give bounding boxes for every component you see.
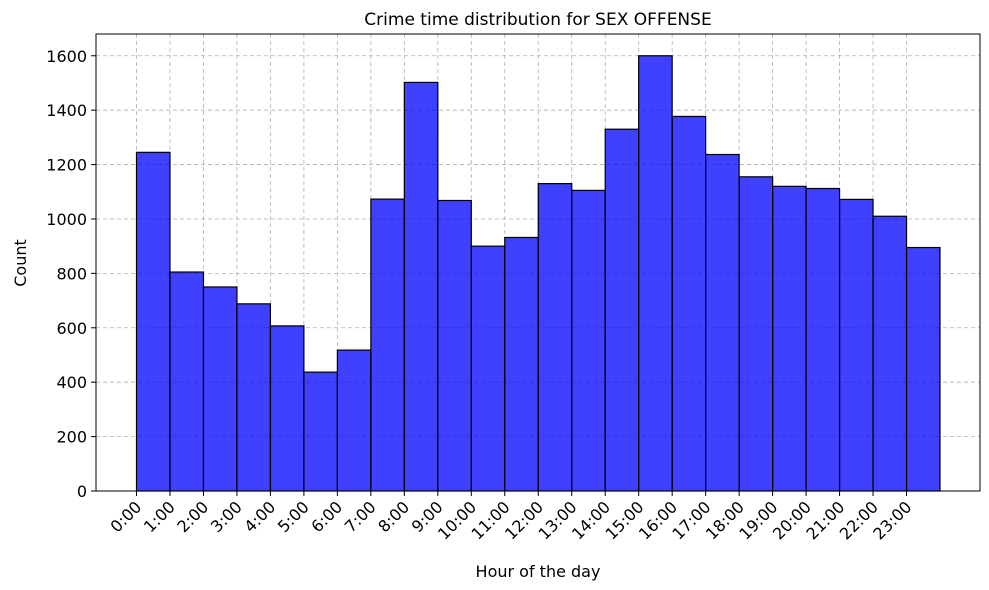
histogram-bar bbox=[604, 128, 640, 492]
histogram-bar bbox=[437, 199, 472, 492]
y-tick-label: 800 bbox=[56, 264, 87, 283]
histogram-bar bbox=[202, 286, 238, 492]
histogram-bar bbox=[537, 183, 573, 492]
x-tick-label: 2:00 bbox=[173, 497, 212, 536]
histogram-bar bbox=[772, 185, 807, 492]
chart-title: Crime time distribution for SEX OFFENSE bbox=[364, 10, 711, 30]
bar-layer bbox=[135, 55, 941, 492]
x-tick-label: 3:00 bbox=[207, 497, 246, 536]
x-tick-label: 23:00 bbox=[869, 497, 915, 543]
histogram-bar bbox=[135, 151, 171, 492]
x-tick-label: 4:00 bbox=[240, 497, 279, 536]
x-tick-label: 7:00 bbox=[341, 497, 380, 536]
histogram-bar bbox=[470, 245, 506, 492]
x-tick-label: 0:00 bbox=[106, 497, 145, 536]
histogram-bar bbox=[504, 236, 539, 492]
y-tick-label: 1200 bbox=[46, 156, 87, 175]
x-tick-label: 8:00 bbox=[374, 497, 413, 536]
plot-frame bbox=[95, 33, 981, 492]
histogram-bar bbox=[671, 115, 707, 492]
histogram-bar bbox=[838, 198, 874, 492]
histogram-bar bbox=[236, 303, 272, 492]
histogram-bar bbox=[738, 176, 774, 492]
histogram-bar bbox=[905, 246, 941, 492]
y-tick-label: 1400 bbox=[46, 101, 87, 120]
x-tick-label: 6:00 bbox=[307, 497, 346, 536]
y-tick-label: 200 bbox=[56, 428, 87, 447]
histogram-bar bbox=[303, 371, 338, 492]
x-tick-label: 1:00 bbox=[140, 497, 179, 536]
histogram-bar bbox=[872, 215, 908, 492]
histogram-bar bbox=[269, 325, 305, 492]
histogram-bar bbox=[571, 189, 606, 492]
y-tick-label: 400 bbox=[56, 373, 87, 392]
histogram-bar bbox=[805, 187, 841, 492]
x-axis-title: Hour of the day bbox=[476, 562, 601, 581]
histogram-bar bbox=[169, 271, 205, 492]
histogram-bar bbox=[370, 198, 405, 492]
y-tick-label: 1000 bbox=[46, 210, 87, 229]
y-tick-label: 0 bbox=[77, 482, 87, 501]
y-tick-label: 1600 bbox=[46, 47, 87, 66]
histogram-bar bbox=[705, 153, 740, 492]
y-axis-title: Count bbox=[11, 239, 30, 287]
y-tick-label: 600 bbox=[56, 319, 87, 338]
histogram-bar bbox=[403, 81, 439, 492]
histogram-bar bbox=[638, 55, 673, 492]
x-tick-label: 5:00 bbox=[274, 497, 313, 536]
histogram-bar bbox=[336, 349, 372, 492]
